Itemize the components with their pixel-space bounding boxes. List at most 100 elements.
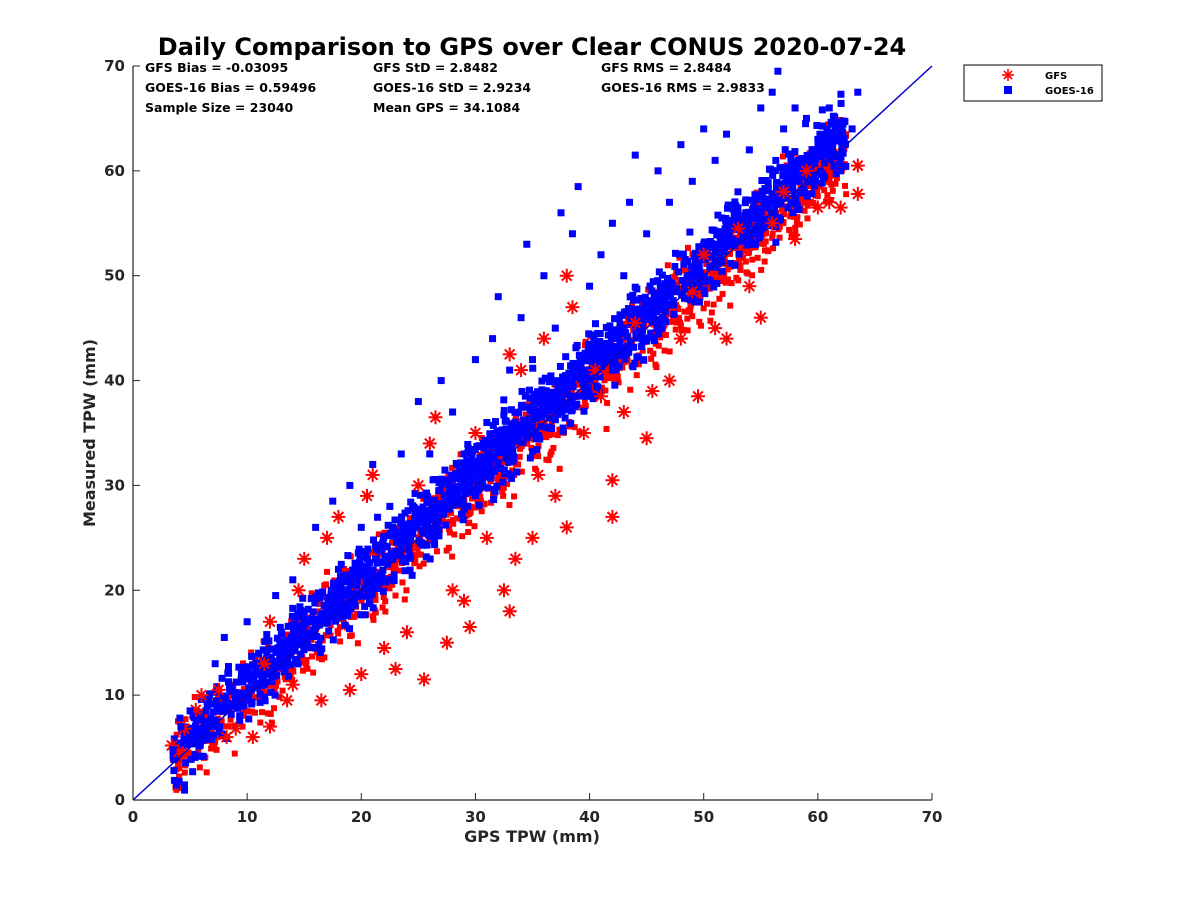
legend-box xyxy=(963,64,1103,102)
gfs-point xyxy=(314,693,329,708)
goes16-point xyxy=(220,633,228,641)
legend: GFS GOES-16 xyxy=(963,64,1103,102)
legend-gfs-label: GFS xyxy=(1045,71,1067,82)
goes16-point xyxy=(774,67,782,75)
goes16-point xyxy=(414,398,422,406)
goes16-point xyxy=(312,523,320,531)
gfs-point xyxy=(445,583,460,598)
stats-block: GFS Bias = -0.03095 GFS StD = 2.8482 GFS… xyxy=(145,60,765,115)
gfs-point xyxy=(691,389,706,404)
goes16-point xyxy=(620,272,628,280)
gfs-point xyxy=(810,200,825,215)
goes16-point xyxy=(489,335,497,343)
gfs-point xyxy=(388,661,403,676)
gfs-point xyxy=(262,614,277,629)
y-ticks: 0 10 20 30 40 50 60 70 xyxy=(104,57,140,809)
gfs-point xyxy=(605,473,620,488)
goes16-point xyxy=(529,356,536,364)
goes16-point xyxy=(403,534,411,542)
gfs-point xyxy=(645,384,660,399)
gfs-point xyxy=(514,363,529,378)
goes16-point xyxy=(734,188,742,196)
stat-gfs-bias: GFS Bias = -0.03095 xyxy=(145,60,288,75)
gfs-point xyxy=(320,530,335,545)
gfs-point xyxy=(422,436,437,451)
data-points xyxy=(164,67,865,759)
gfs-point xyxy=(502,347,517,362)
stat-gfs-std: GFS StD = 2.8482 xyxy=(373,60,498,75)
x-tick-label: 40 xyxy=(579,808,600,826)
goes16-point xyxy=(449,408,457,416)
goes16-point xyxy=(460,450,468,458)
gfs-point xyxy=(417,672,432,687)
y-tick-label: 0 xyxy=(115,791,125,809)
goes16-point xyxy=(551,324,559,332)
stat-mean-gps: Mean GPS = 34.1084 xyxy=(373,100,520,115)
goes16-point xyxy=(700,125,708,133)
goes16-point xyxy=(169,746,177,754)
goes16-point xyxy=(574,183,582,191)
goes16-point xyxy=(814,135,822,143)
goes16-point xyxy=(854,88,862,96)
gfs-point xyxy=(262,719,277,734)
gfs-point xyxy=(342,682,357,697)
legend-goes-label: GOES-16 xyxy=(1045,86,1094,97)
goes16-point xyxy=(568,230,576,238)
goes16-point xyxy=(186,707,194,715)
x-tick-label: 60 xyxy=(807,808,828,826)
goes16-point xyxy=(802,114,810,122)
gfs-point xyxy=(502,604,517,619)
gfs-point xyxy=(593,389,608,404)
goes16-point xyxy=(597,251,605,259)
goes16-point xyxy=(791,104,799,112)
gfs-point xyxy=(399,625,414,640)
gfs-point xyxy=(628,315,643,330)
goes16-point xyxy=(608,219,616,227)
goes16-point xyxy=(506,366,514,374)
gfs-point xyxy=(776,184,791,199)
gfs-point xyxy=(365,467,380,482)
goes16-point xyxy=(426,450,434,458)
goes16-point xyxy=(437,377,445,385)
goes16-point xyxy=(255,649,263,657)
gfs-point xyxy=(850,186,865,201)
gfs-point xyxy=(428,410,443,425)
goes16-point xyxy=(654,167,662,175)
goes16-point-cloud xyxy=(169,90,850,794)
gfs-point xyxy=(822,195,837,210)
goes16-point xyxy=(757,104,765,112)
gfs-point xyxy=(833,200,848,215)
stat-goes-bias: GOES-16 Bias = 0.59496 xyxy=(145,80,316,95)
goes16-point xyxy=(631,151,639,159)
goes16-point xyxy=(626,198,634,206)
stat-goes-rms: GOES-16 RMS = 2.9833 xyxy=(601,80,765,95)
goes16-point xyxy=(277,628,285,636)
gfs-point xyxy=(531,467,546,482)
goes16-point xyxy=(848,125,856,133)
gfs-point xyxy=(576,426,591,440)
x-tick-label: 30 xyxy=(465,808,486,826)
gfs-point xyxy=(788,232,803,247)
chart-title: Daily Comparison to GPS over Clear CONUS… xyxy=(158,33,906,61)
gfs-point xyxy=(468,426,483,440)
gfs-point xyxy=(559,520,574,535)
stat-sample-size: Sample Size = 23040 xyxy=(145,100,294,115)
gfs-point xyxy=(753,310,768,325)
gfs-point xyxy=(496,583,511,598)
gfs-point xyxy=(219,730,234,745)
legend-goes-marker xyxy=(1004,86,1012,94)
y-tick-label: 60 xyxy=(104,162,125,180)
stat-gfs-rms: GFS RMS = 2.8484 xyxy=(601,60,732,75)
goes16-point xyxy=(471,356,479,364)
goes16-point xyxy=(237,670,245,678)
goes16-point xyxy=(745,146,753,154)
gfs-point xyxy=(439,635,454,650)
x-axis-label: GPS TPW (mm) xyxy=(464,827,600,846)
gfs-point xyxy=(508,551,523,566)
gfs-point xyxy=(673,331,688,346)
goes16-point xyxy=(494,293,502,301)
gfs-point xyxy=(245,730,260,745)
goes16-point xyxy=(517,314,525,322)
goes16-point xyxy=(825,104,833,112)
